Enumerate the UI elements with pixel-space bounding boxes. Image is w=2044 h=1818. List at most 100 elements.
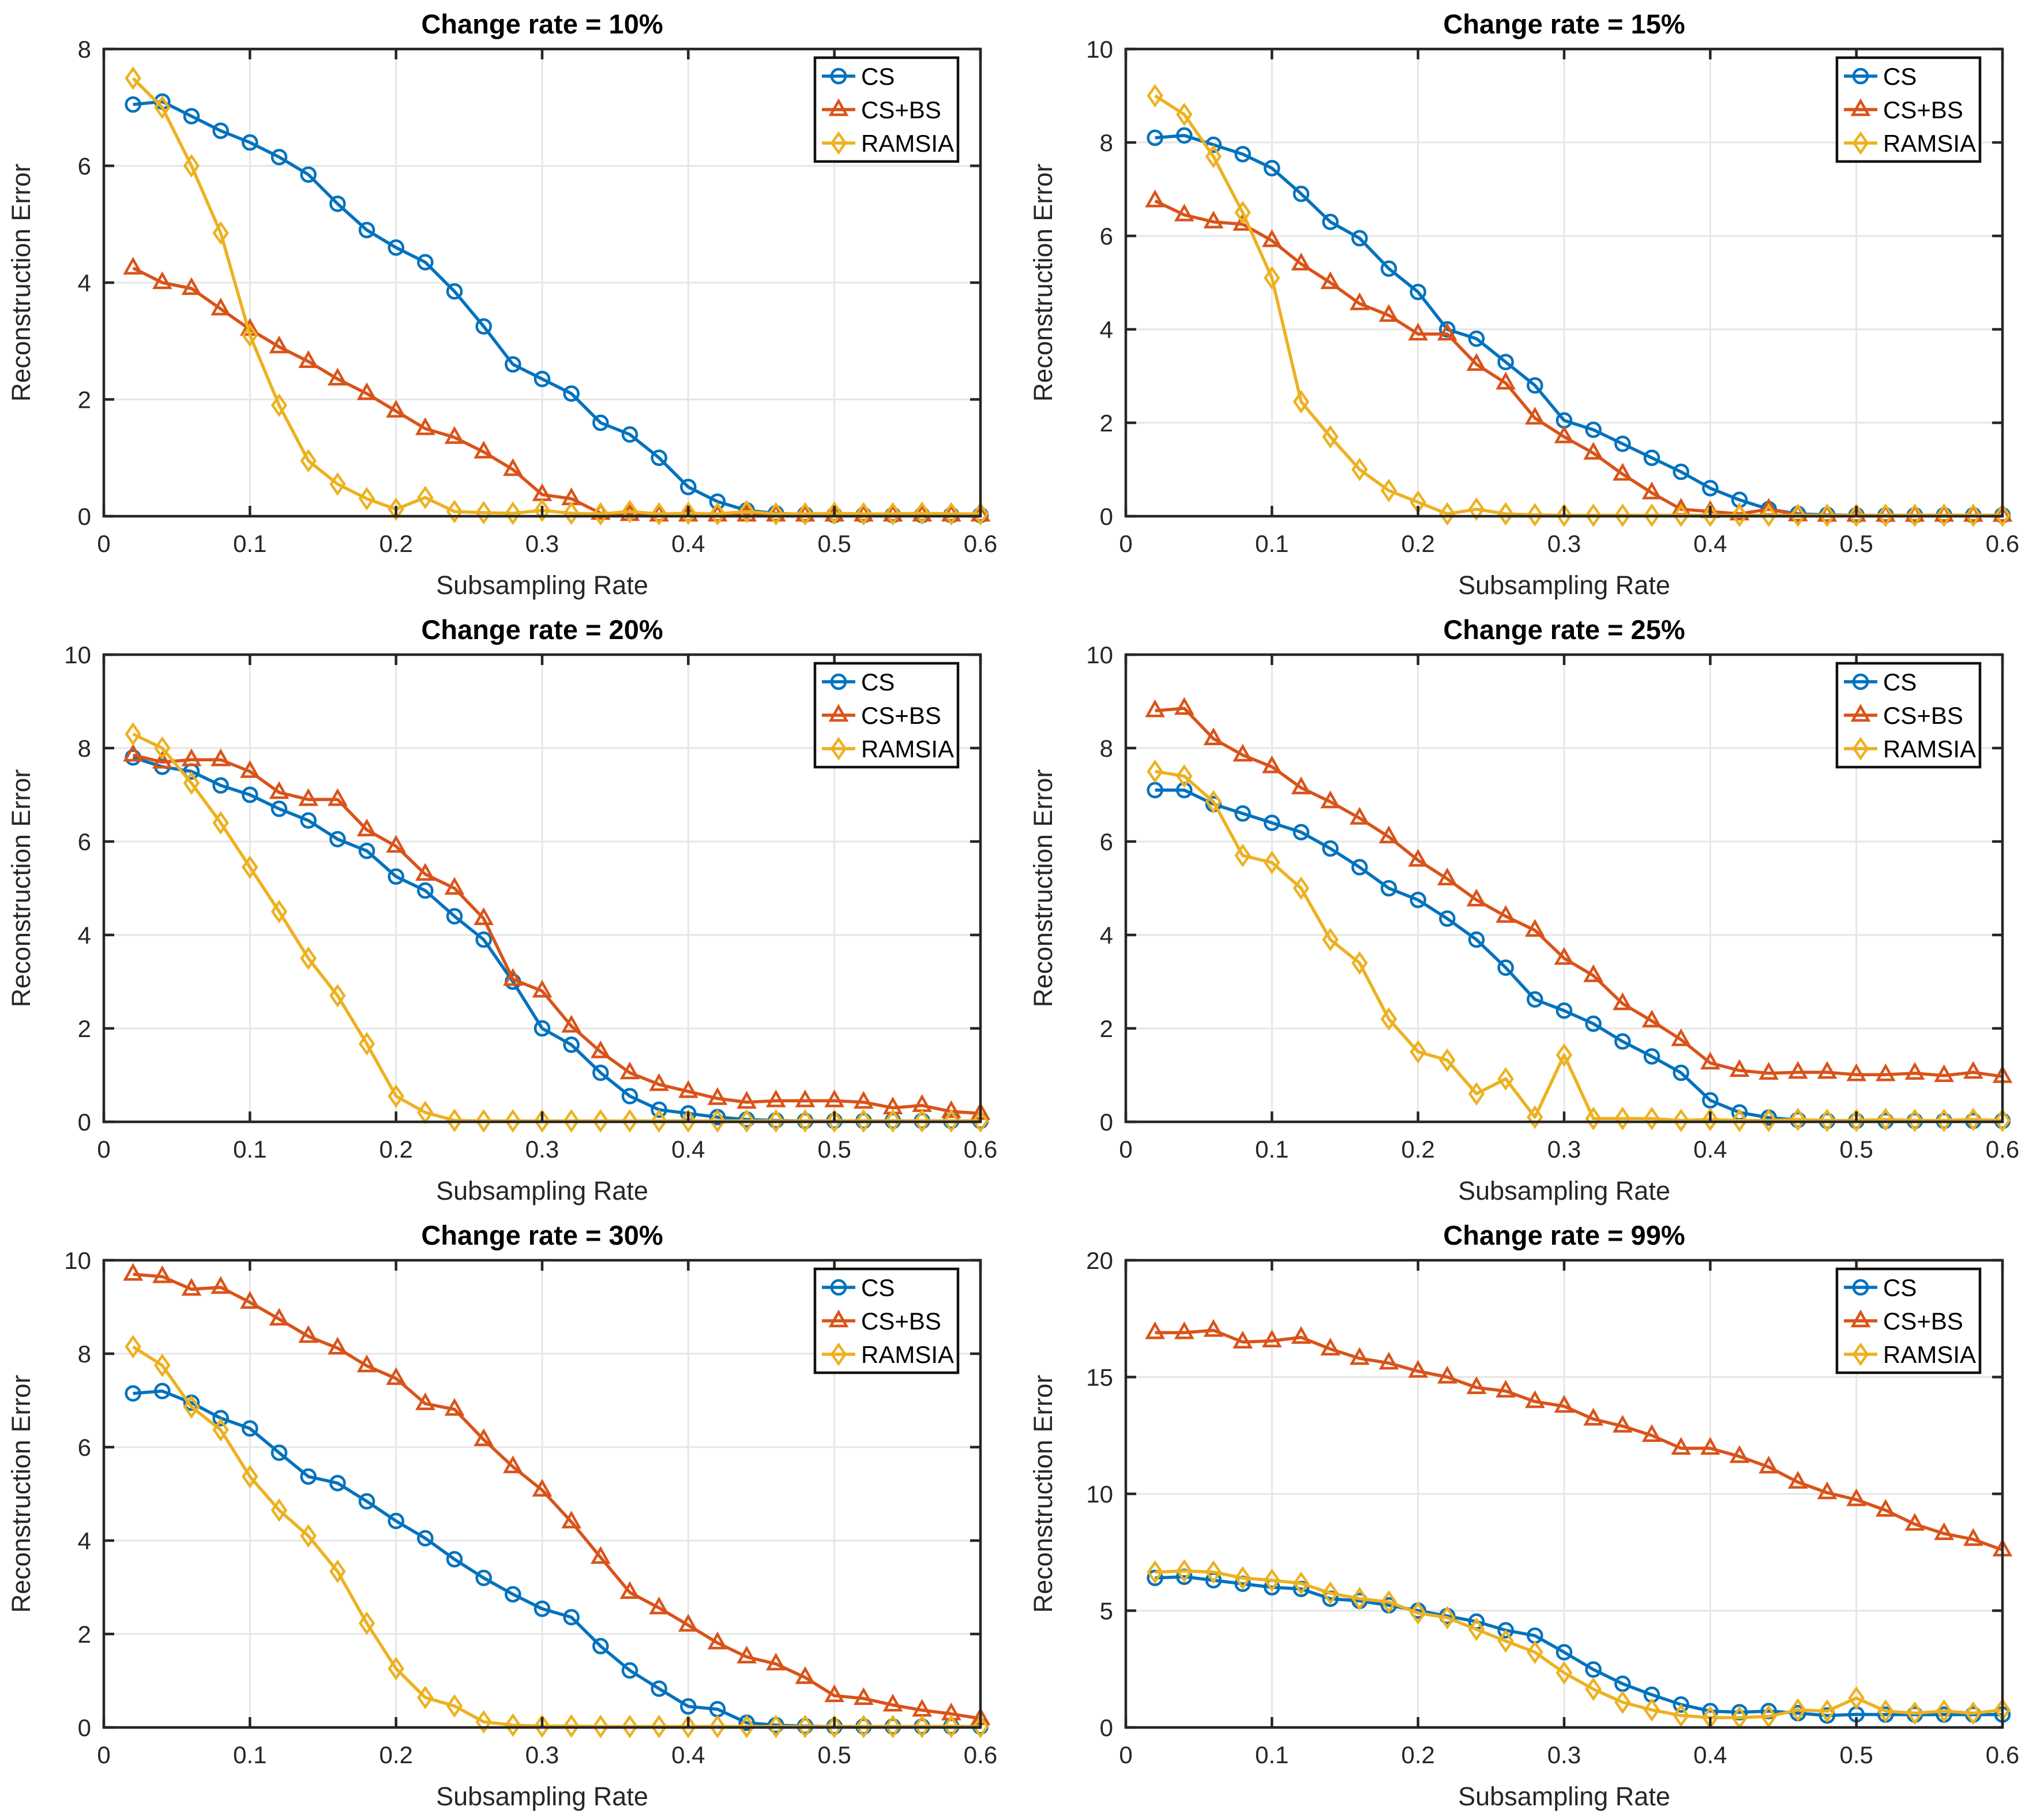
- marker-diamond: [1527, 503, 1543, 527]
- marker-diamond: [1234, 843, 1251, 867]
- marker-diamond: [183, 1395, 200, 1419]
- marker-triangle: [1850, 704, 1871, 722]
- marker-triangle: [1320, 1338, 1341, 1356]
- marker-circle: [1410, 283, 1426, 301]
- x-tick-label: 0: [97, 1136, 110, 1163]
- marker-triangle: [298, 350, 319, 368]
- x-tick-label: 0.4: [1693, 1136, 1727, 1163]
- y-tick-label: 5: [1100, 1598, 1113, 1625]
- marker-circle: [680, 479, 697, 495]
- chart-change-rate-15: 0 0.1 0.2 0.3 0.4 0.5 0.6 0 2 4 6 8 10 Change rate = …: [1022, 0, 2044, 606]
- marker-diamond: [563, 501, 580, 525]
- marker-triangle: [1437, 1365, 1457, 1384]
- marker-triangle: [474, 441, 494, 459]
- chart-title: Change rate = 30%: [421, 1220, 663, 1250]
- marker-triangle: [1174, 697, 1194, 715]
- marker-triangle: [386, 400, 407, 418]
- marker-triangle: [882, 1693, 903, 1712]
- marker-circle: [270, 1444, 288, 1461]
- marker-diamond: [1176, 102, 1193, 126]
- marker-triangle: [1875, 1063, 1896, 1081]
- marker-diamond: [1351, 951, 1368, 975]
- marker-triangle: [152, 750, 172, 769]
- y-tick-label: 10: [1086, 1481, 1113, 1508]
- marker-diamond: [768, 502, 784, 526]
- marker-diamond: [358, 1032, 375, 1056]
- marker-triangle: [211, 748, 231, 767]
- marker-circle: [1468, 931, 1485, 948]
- marker-diamond: [1468, 497, 1485, 521]
- marker-diamond: [212, 1418, 229, 1442]
- marker-triangle: [1524, 919, 1545, 937]
- marker-diamond: [1264, 851, 1280, 874]
- y-tick-label: 10: [64, 641, 91, 668]
- marker-diamond: [154, 736, 171, 760]
- marker-diamond: [1965, 503, 1982, 527]
- marker-circle: [1643, 1048, 1660, 1065]
- marker-triangle: [444, 1398, 465, 1416]
- marker-triangle: [828, 1309, 849, 1328]
- marker-triangle: [737, 1646, 757, 1663]
- legend: CS CS+BS RAMSIA: [1835, 56, 1982, 163]
- marker-diamond: [1322, 927, 1339, 952]
- marker-diamond: [505, 1713, 521, 1737]
- legend-label: RAMSIA: [1883, 735, 1976, 762]
- legend-label: CS+BS: [861, 702, 941, 729]
- y-tick-label: 6: [1100, 223, 1113, 250]
- marker-diamond: [329, 983, 346, 1008]
- marker-diamond: [1994, 503, 2011, 527]
- legend-label: RAMSIA: [1883, 1341, 1976, 1368]
- marker-diamond: [592, 1714, 609, 1738]
- marker-diamond: [1877, 503, 1894, 527]
- y-tick-label: 0: [78, 1109, 91, 1136]
- marker-circle: [1380, 260, 1397, 277]
- x-tick-label: 0.1: [233, 530, 266, 557]
- x-tick-label: 0.5: [1839, 530, 1873, 557]
- marker-triangle: [1496, 371, 1516, 390]
- legend-label: CS: [1883, 63, 1917, 90]
- x-tick-label: 0.6: [964, 1741, 997, 1768]
- marker-triangle: [181, 1278, 202, 1296]
- marker-triangle: [1233, 743, 1253, 762]
- plot-box: [102, 47, 982, 518]
- marker-diamond: [1555, 1661, 1573, 1685]
- marker-diamond: [943, 502, 960, 526]
- marker-diamond: [1848, 1109, 1865, 1133]
- marker-triangle: [415, 863, 435, 881]
- marker-circle: [300, 1468, 317, 1485]
- marker-circle: [830, 1279, 847, 1296]
- marker-diamond: [972, 1109, 989, 1133]
- marker-triangle: [1817, 1481, 1838, 1500]
- marker-triangle: [356, 1354, 377, 1373]
- chart-title: Change rate = 99%: [1443, 1220, 1685, 1250]
- marker-circle: [358, 842, 375, 859]
- marker-triangle: [1261, 229, 1282, 247]
- marker-diamond: [1234, 201, 1251, 224]
- marker-circle: [154, 1383, 171, 1400]
- marker-diamond: [300, 449, 317, 473]
- legend: CS CS+BS RAMSIA: [1835, 1267, 1982, 1374]
- x-tick-label: 0.2: [1401, 1136, 1434, 1163]
- marker-circle: [592, 1637, 609, 1655]
- marker-triangle: [1378, 825, 1399, 844]
- y-tick-label: 0: [1100, 1109, 1113, 1136]
- marker-triangle: [1349, 806, 1370, 825]
- subplot-change-rate-10: 0 0.1 0.2 0.3 0.4 0.5 0.6 0 2 4 6 8 Change rate = 10…: [0, 0, 1022, 606]
- marker-triangle: [152, 1265, 172, 1283]
- marker-circle: [125, 1385, 141, 1402]
- marker-circle: [1380, 880, 1397, 897]
- marker-circle: [1497, 354, 1514, 370]
- marker-circle: [1702, 480, 1719, 497]
- y-tick-label: 2: [78, 386, 91, 414]
- marker-diamond: [1760, 1109, 1777, 1133]
- marker-triangle: [444, 877, 465, 895]
- marker-circle: [1351, 230, 1368, 247]
- marker-circle: [1234, 146, 1251, 163]
- x-tick-label: 0.4: [671, 1136, 705, 1163]
- marker-diamond: [1147, 84, 1163, 108]
- marker-triangle: [123, 743, 144, 762]
- plot-box: [1124, 47, 2004, 518]
- y-axis-label: Reconstruction Error: [1028, 1375, 1058, 1613]
- marker-triangle: [1846, 1063, 1867, 1081]
- marker-diamond: [1555, 503, 1573, 527]
